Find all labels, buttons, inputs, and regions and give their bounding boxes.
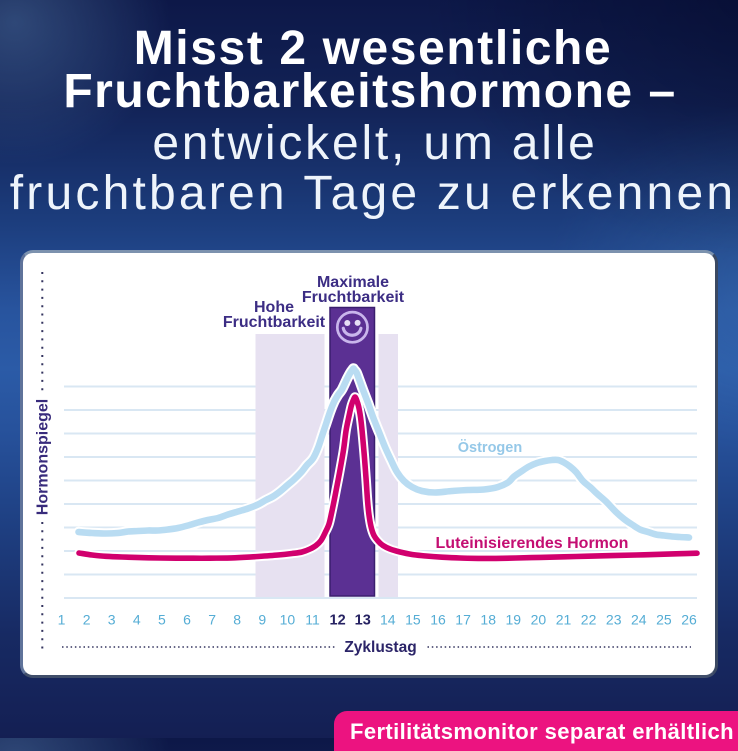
svg-text:15: 15 xyxy=(405,612,421,628)
svg-text:6: 6 xyxy=(183,612,191,628)
svg-text:14: 14 xyxy=(380,612,396,628)
svg-text:12: 12 xyxy=(330,613,346,629)
svg-text:Fruchtbarkeit: Fruchtbarkeit xyxy=(302,289,405,306)
svg-text:24: 24 xyxy=(631,612,647,628)
svg-text:22: 22 xyxy=(581,612,597,628)
svg-text:Fruchtbarkeit: Fruchtbarkeit xyxy=(223,314,326,331)
svg-text:13: 13 xyxy=(355,613,371,629)
svg-text:10: 10 xyxy=(280,612,296,628)
svg-text:2: 2 xyxy=(83,612,91,628)
svg-text:25: 25 xyxy=(656,612,672,628)
svg-text:Maximale: Maximale xyxy=(317,274,389,291)
svg-text:17: 17 xyxy=(455,612,471,628)
svg-text:19: 19 xyxy=(506,612,522,628)
svg-text:Östrogen: Östrogen xyxy=(458,439,522,456)
svg-text:20: 20 xyxy=(531,612,547,628)
svg-text:9: 9 xyxy=(258,612,266,628)
svg-text:1: 1 xyxy=(58,612,66,628)
svg-text:Luteinisierendes Hormon: Luteinisierendes Hormon xyxy=(436,535,629,552)
svg-text:3: 3 xyxy=(108,612,116,628)
svg-text:Hohe: Hohe xyxy=(254,299,294,316)
svg-text:8: 8 xyxy=(233,612,241,628)
svg-text:26: 26 xyxy=(681,612,697,628)
svg-text:Zyklustag: Zyklustag xyxy=(344,639,416,656)
svg-text:7: 7 xyxy=(208,612,216,628)
svg-text:18: 18 xyxy=(480,612,496,628)
svg-text:23: 23 xyxy=(606,612,622,628)
svg-text:5: 5 xyxy=(158,612,166,628)
svg-text:Hormonspiegel: Hormonspiegel xyxy=(35,399,52,515)
svg-text:16: 16 xyxy=(430,612,446,628)
svg-text:11: 11 xyxy=(305,612,320,628)
svg-text:21: 21 xyxy=(556,612,572,628)
svg-text:4: 4 xyxy=(133,612,141,628)
